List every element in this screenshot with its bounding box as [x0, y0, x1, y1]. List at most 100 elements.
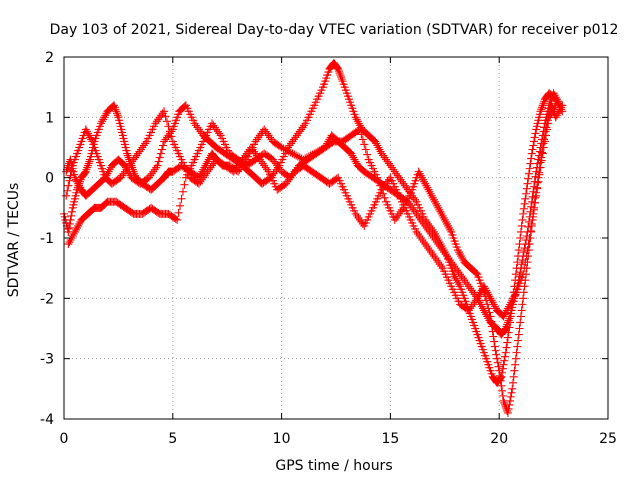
data-point	[257, 157, 266, 166]
data-point	[418, 236, 427, 245]
data-point	[421, 240, 430, 249]
data-point	[442, 219, 451, 228]
data-point	[488, 327, 497, 336]
data-point	[483, 288, 492, 297]
data-point	[387, 163, 396, 172]
data-points	[60, 59, 567, 417]
data-point	[154, 115, 163, 124]
data-point	[509, 372, 518, 381]
data-point	[154, 157, 163, 166]
y-tick-label: -4	[40, 412, 54, 428]
data-point	[371, 137, 380, 146]
data-point	[454, 248, 463, 257]
data-point	[486, 294, 495, 303]
data-point	[511, 360, 520, 369]
data-point	[157, 111, 166, 120]
data-point	[194, 179, 203, 188]
data-point	[75, 219, 84, 228]
data-point	[192, 121, 201, 130]
data-point	[429, 195, 438, 204]
data-point	[390, 167, 399, 176]
data-point	[516, 227, 525, 236]
data-point	[518, 300, 527, 309]
data-point	[508, 378, 517, 387]
y-tick-label: -2	[40, 291, 54, 307]
data-point	[424, 185, 433, 194]
data-point	[74, 179, 83, 188]
data-point	[382, 155, 391, 164]
data-point	[411, 195, 420, 204]
data-point	[529, 141, 538, 150]
data-point	[453, 278, 462, 287]
data-point	[471, 296, 480, 305]
data-point	[288, 149, 297, 158]
data-point	[475, 290, 484, 299]
data-point	[215, 129, 224, 138]
data-point	[335, 69, 344, 78]
data-point	[427, 223, 436, 232]
data-point	[96, 119, 105, 128]
data-point	[506, 392, 515, 401]
data-point	[415, 213, 424, 222]
data-point	[376, 147, 385, 156]
data-point	[521, 258, 530, 267]
data-point	[123, 151, 132, 160]
chart-title: Day 103 of 2021, Sidereal Day-to-day VTE…	[50, 22, 619, 38]
data-point	[519, 270, 528, 279]
data-point	[146, 171, 155, 180]
data-point	[258, 159, 267, 168]
data-point	[435, 205, 444, 214]
data-point	[479, 306, 488, 315]
data-point	[84, 159, 93, 168]
data-point	[496, 376, 505, 385]
data-point	[506, 300, 515, 309]
data-point	[505, 323, 514, 332]
data-point	[156, 149, 165, 158]
data-point	[524, 169, 533, 178]
data-point	[444, 221, 453, 230]
data-point	[501, 352, 510, 361]
data-point	[422, 242, 431, 251]
data-point	[441, 217, 450, 226]
data-point	[428, 193, 437, 202]
data-point	[171, 214, 180, 223]
data-point	[454, 268, 463, 277]
data-point	[386, 161, 395, 170]
data-point	[136, 145, 145, 154]
data-point	[352, 115, 361, 124]
data-point	[515, 324, 524, 333]
data-point	[453, 246, 462, 255]
data-point	[67, 166, 76, 175]
data-point	[261, 163, 270, 172]
data-point	[202, 159, 211, 168]
data-point	[473, 294, 482, 303]
data-point	[458, 274, 467, 283]
data-point	[373, 141, 382, 150]
data-point	[300, 121, 309, 130]
data-point	[457, 252, 466, 261]
data-point	[510, 292, 519, 301]
data-point	[82, 165, 91, 174]
data-point	[440, 248, 449, 257]
data-point	[421, 215, 430, 224]
data-point	[334, 65, 343, 74]
data-point	[73, 223, 82, 232]
data-point	[490, 337, 499, 346]
data-point	[488, 298, 497, 307]
data-point	[129, 155, 138, 164]
data-point	[260, 161, 269, 170]
data-point	[132, 151, 141, 160]
data-point	[500, 356, 509, 365]
data-point	[112, 107, 121, 116]
data-point	[118, 171, 127, 180]
data-point	[105, 165, 114, 174]
data-point	[437, 209, 446, 218]
data-point	[375, 145, 384, 154]
data-point	[416, 234, 425, 242]
data-point	[290, 150, 299, 159]
data-point	[203, 157, 212, 166]
data-point	[508, 296, 517, 305]
data-point	[263, 129, 272, 138]
data-point	[498, 386, 507, 395]
data-point	[518, 215, 527, 224]
